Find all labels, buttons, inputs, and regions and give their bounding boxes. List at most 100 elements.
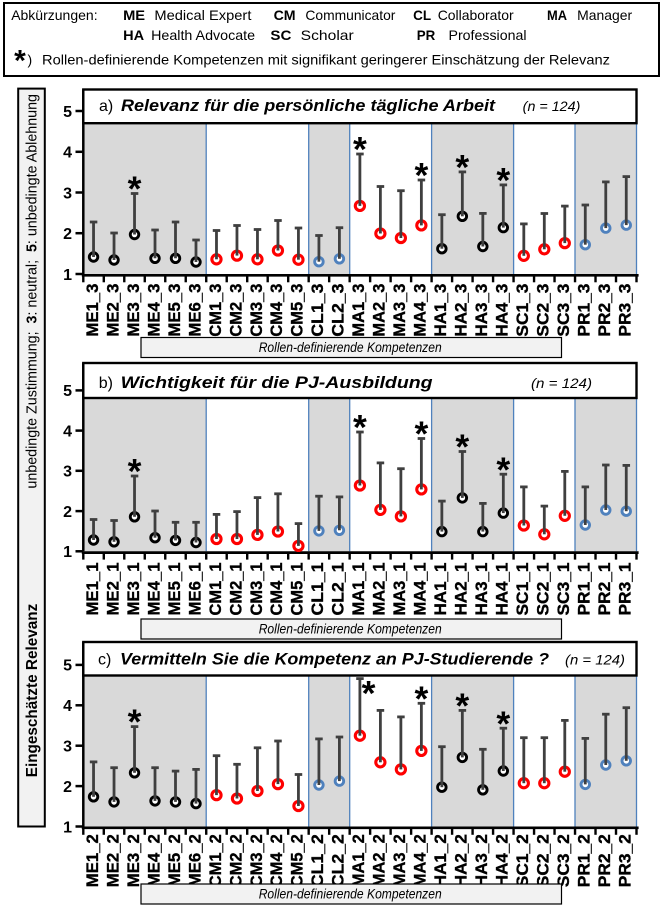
svg-text:ME4_2: ME4_2 <box>144 834 163 887</box>
svg-text:ME3_2: ME3_2 <box>124 834 143 887</box>
svg-text:HA1_3: HA1_3 <box>431 284 450 337</box>
svg-text:PR2_3: PR2_3 <box>595 284 614 337</box>
svg-text:Health Advocate: Health Advocate <box>151 27 255 43</box>
svg-text:CM2_2: CM2_2 <box>226 834 245 887</box>
svg-text:4: 4 <box>63 423 72 440</box>
svg-text:SC3_1: SC3_1 <box>554 563 573 616</box>
svg-text:PR1_2: PR1_2 <box>575 834 594 887</box>
svg-text:Scholar: Scholar <box>301 27 354 43</box>
svg-text:Vermitteln Sie die Kompetenz a: Vermitteln Sie die Kompetenz an PJ-Studi… <box>120 650 550 669</box>
svg-text:ME6_3: ME6_3 <box>185 284 204 337</box>
svg-text:SC1_3: SC1_3 <box>513 284 532 337</box>
svg-text:Wichtigkeit für die PJ-Ausbild: Wichtigkeit für die PJ-Ausbildung <box>121 373 434 392</box>
svg-text:CM1_3: CM1_3 <box>206 284 225 337</box>
svg-text:CM2_1: CM2_1 <box>226 563 245 616</box>
svg-text:ME2_1: ME2_1 <box>103 563 122 616</box>
svg-text:*: * <box>14 44 26 77</box>
svg-text:CM5_2: CM5_2 <box>288 834 307 887</box>
svg-text:1: 1 <box>63 819 72 836</box>
svg-text:SC1_2: SC1_2 <box>513 834 532 887</box>
svg-text:3: 3 <box>63 185 72 202</box>
svg-text:MA2_1: MA2_1 <box>370 563 389 616</box>
svg-text:1: 1 <box>63 544 72 561</box>
svg-text:CM1_2: CM1_2 <box>206 834 225 887</box>
svg-text:Professional: Professional <box>449 27 527 43</box>
svg-text:Rollen-definierende Kompetenze: Rollen-definierende Kompetenzen <box>259 886 442 902</box>
svg-text:Rollen-definierende Kompetenze: Rollen-definierende Kompetenzen mit sign… <box>42 52 610 68</box>
svg-text:SC1_1: SC1_1 <box>513 563 532 616</box>
svg-text:CM3_2: CM3_2 <box>247 834 266 887</box>
svg-text:4: 4 <box>63 698 72 715</box>
svg-text:c): c) <box>98 652 111 669</box>
svg-text:MA4_2: MA4_2 <box>411 834 430 887</box>
svg-text:MA1_3: MA1_3 <box>349 284 368 337</box>
svg-text:Rollen-definierende Kompetenze: Rollen-definierende Kompetenzen <box>259 339 442 355</box>
svg-text:MA4_3: MA4_3 <box>411 284 430 337</box>
svg-text:CM3_1: CM3_1 <box>247 563 266 616</box>
svg-text:PR1_3: PR1_3 <box>575 284 594 337</box>
svg-text:Manager: Manager <box>577 7 632 23</box>
svg-text:*: * <box>496 450 510 490</box>
svg-text:HA3_2: HA3_2 <box>472 834 491 887</box>
svg-text:*: * <box>128 702 142 742</box>
svg-text:2: 2 <box>63 226 72 243</box>
svg-text:HA4_3: HA4_3 <box>493 284 512 337</box>
svg-text:ME1_2: ME1_2 <box>83 834 102 887</box>
svg-text:CL: CL <box>413 7 431 23</box>
svg-text:MA2_2: MA2_2 <box>370 834 389 887</box>
svg-text:CM3_3: CM3_3 <box>247 284 266 337</box>
svg-text:CM2_3: CM2_3 <box>226 284 245 337</box>
svg-text:ME6_2: ME6_2 <box>185 834 204 887</box>
svg-text:ME4_3: ME4_3 <box>144 284 163 337</box>
svg-text:HA3_1: HA3_1 <box>472 563 491 616</box>
svg-text:PR3_2: PR3_2 <box>616 834 635 887</box>
svg-text:MA4_1: MA4_1 <box>411 563 430 616</box>
svg-text:ME1_3: ME1_3 <box>83 284 102 337</box>
svg-text:*: * <box>362 674 376 714</box>
svg-text:MA1_2: MA1_2 <box>349 834 368 887</box>
svg-text:*: * <box>128 169 142 209</box>
svg-text:CM4_1: CM4_1 <box>267 563 286 616</box>
svg-text:(n = 124): (n = 124) <box>523 98 581 114</box>
svg-text:SC2_2: SC2_2 <box>534 834 553 887</box>
svg-text:CM4_2: CM4_2 <box>267 834 286 887</box>
svg-text:Medical Expert: Medical Expert <box>154 7 251 23</box>
svg-text:MA2_3: MA2_3 <box>370 284 389 337</box>
svg-text:CL2_1: CL2_1 <box>329 563 348 616</box>
svg-text:Rollen-definierende Kompetenze: Rollen-definierende Kompetenzen <box>259 621 442 637</box>
svg-text:SC3_2: SC3_2 <box>554 834 573 887</box>
svg-text:MA3_2: MA3_2 <box>390 834 409 887</box>
svg-text:HA2_1: HA2_1 <box>452 563 471 616</box>
svg-text:ME3_1: ME3_1 <box>124 563 143 616</box>
svg-text:2: 2 <box>63 779 72 796</box>
svg-text:CM5_3: CM5_3 <box>288 284 307 337</box>
svg-text:5: 5 <box>63 658 72 675</box>
svg-text:ME: ME <box>123 7 145 23</box>
svg-text:a): a) <box>99 98 113 115</box>
svg-text:PR2_1: PR2_1 <box>595 563 614 616</box>
svg-text:SC2_3: SC2_3 <box>534 284 553 337</box>
svg-text:PR: PR <box>417 27 436 43</box>
svg-text:HA4_1: HA4_1 <box>493 563 512 616</box>
svg-text:Collaborator: Collaborator <box>438 7 514 23</box>
svg-text:*: * <box>414 156 428 196</box>
svg-text:SC: SC <box>270 27 291 43</box>
svg-text:CL1_2: CL1_2 <box>308 834 327 887</box>
svg-text:PR2_2: PR2_2 <box>595 834 614 887</box>
svg-text:Eingeschätzte Relevanz: Eingeschätzte Relevanz <box>24 604 41 778</box>
svg-text:*: * <box>353 130 367 170</box>
svg-text:*: * <box>455 686 469 726</box>
svg-text:PR1_1: PR1_1 <box>575 563 594 616</box>
svg-text:CM5_1: CM5_1 <box>288 563 307 616</box>
svg-text:*: * <box>414 679 428 719</box>
svg-text:*: * <box>353 408 367 448</box>
svg-text:CL1_1: CL1_1 <box>308 563 327 616</box>
svg-text:HA2_3: HA2_3 <box>452 284 471 337</box>
svg-text:2: 2 <box>63 504 72 521</box>
svg-text:ME1_1: ME1_1 <box>83 563 102 616</box>
svg-text:3: 3 <box>63 739 72 756</box>
svg-text:5: 5 <box>63 104 72 121</box>
svg-text:*: * <box>414 414 428 454</box>
svg-text:ME6_1: ME6_1 <box>185 563 204 616</box>
svg-text:*: * <box>455 427 469 467</box>
